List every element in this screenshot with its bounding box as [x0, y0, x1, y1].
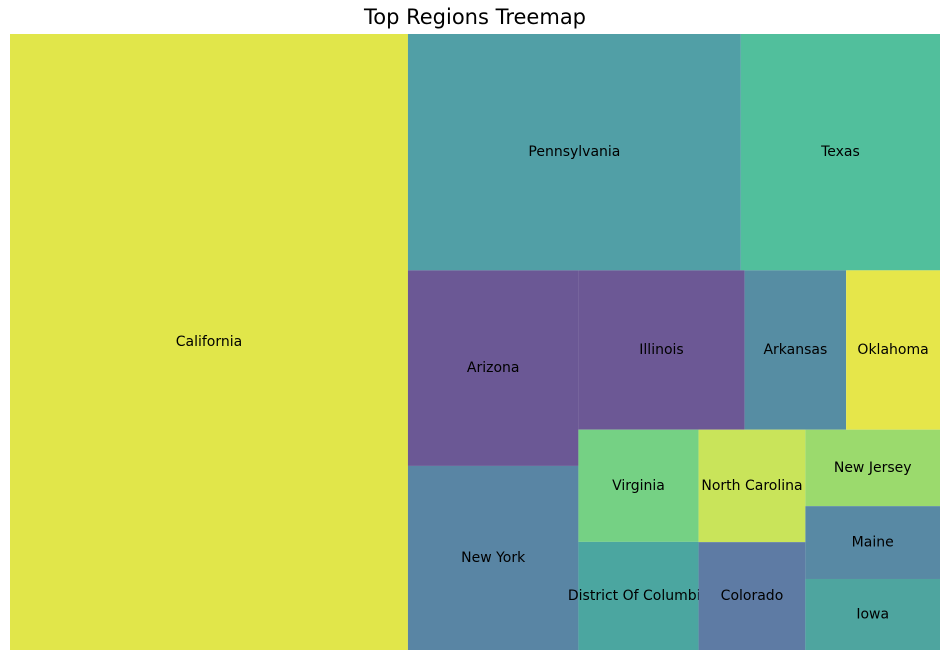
tile-label-arkansas: Arkansas	[763, 342, 827, 358]
tile-california	[10, 34, 408, 650]
tile-district-of-columbia	[578, 541, 699, 650]
tile-label-pennsylvania: Pennsylvania	[528, 144, 620, 160]
tile-label-texas: Texas	[820, 144, 860, 160]
chart-title: Top Regions Treemap	[363, 5, 587, 29]
tile-label-maine: Maine	[852, 535, 894, 551]
tile-label-colorado: Colorado	[721, 588, 784, 604]
tile-label-oklahoma: Oklahoma	[857, 342, 928, 358]
tile-north-carolina	[698, 429, 806, 543]
tile-label-new-york: New York	[461, 550, 526, 566]
tile-iowa	[805, 578, 940, 650]
tile-new-jersey	[805, 429, 940, 507]
tile-label-new-jersey: New Jersey	[834, 460, 912, 476]
tile-maine	[805, 506, 940, 579]
tile-texas	[740, 34, 940, 271]
tile-label-iowa: Iowa	[856, 606, 889, 622]
tile-label-arizona: Arizona	[467, 360, 520, 376]
tile-virginia	[578, 429, 699, 542]
tile-label-north-carolina: North Carolina	[701, 478, 802, 494]
tile-label-district-of-columbia: District Of Columbia	[568, 588, 709, 604]
tile-illinois	[578, 270, 745, 430]
tile-oklahoma	[846, 270, 940, 430]
tile-arkansas	[744, 270, 847, 430]
tile-arizona	[407, 270, 579, 466]
tile-new-york	[407, 465, 579, 650]
tile-label-california: California	[176, 334, 242, 350]
treemap-tiles: California Pennsylvania Texas Arizona New Yo…	[10, 34, 940, 650]
tile-pennsylvania	[407, 34, 741, 271]
tile-colorado	[698, 542, 806, 650]
tile-label-virginia: Virginia	[612, 478, 665, 494]
tile-label-illinois: Illinois	[639, 342, 683, 358]
